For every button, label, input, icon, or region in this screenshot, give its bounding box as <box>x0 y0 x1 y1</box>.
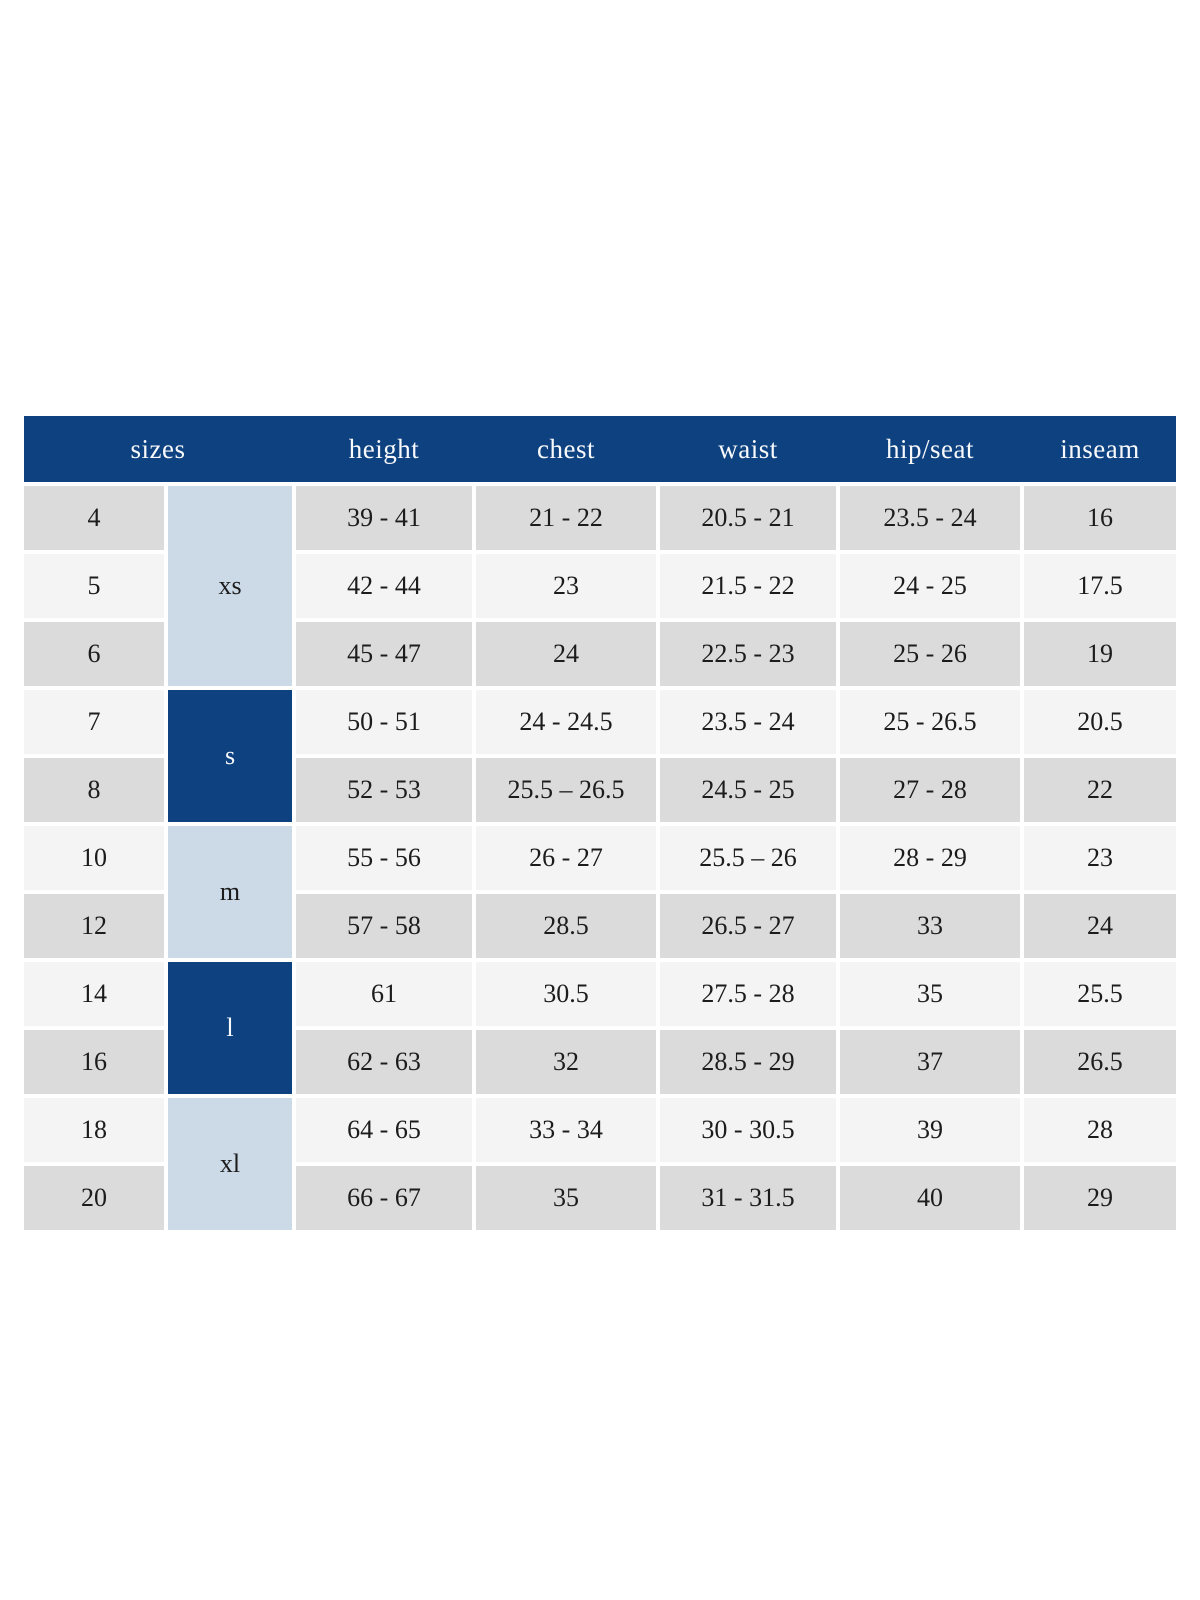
size-cell: 10 <box>24 826 164 890</box>
hip-seat-cell: 35 <box>840 962 1020 1026</box>
height-cell: 64 - 65 <box>296 1098 472 1162</box>
waist-cell: 26.5 - 27 <box>660 894 836 958</box>
waist-cell: 31 - 31.5 <box>660 1166 836 1230</box>
chest-cell: 30.5 <box>476 962 656 1026</box>
height-cell: 52 - 53 <box>296 758 472 822</box>
hip-seat-cell: 37 <box>840 1030 1020 1094</box>
height-cell: 61 <box>296 962 472 1026</box>
height-cell: 42 - 44 <box>296 554 472 618</box>
inseam-cell: 26.5 <box>1024 1030 1176 1094</box>
hip-seat-cell: 40 <box>840 1166 1020 1230</box>
inseam-cell: 16 <box>1024 486 1176 550</box>
size-group-cell-m: m <box>168 826 292 958</box>
inseam-cell: 28 <box>1024 1098 1176 1162</box>
hip-seat-cell: 24 - 25 <box>840 554 1020 618</box>
inseam-cell: 23 <box>1024 826 1176 890</box>
size-group-cell-xs: xs <box>168 486 292 686</box>
size-group-cell-xl: xl <box>168 1098 292 1230</box>
waist-cell: 30 - 30.5 <box>660 1098 836 1162</box>
inseam-cell: 20.5 <box>1024 690 1176 754</box>
size-cell: 8 <box>24 758 164 822</box>
size-cell: 14 <box>24 962 164 1026</box>
size-cell: 6 <box>24 622 164 686</box>
hip-seat-cell: 25 - 26 <box>840 622 1020 686</box>
chest-cell: 35 <box>476 1166 656 1230</box>
hip-seat-cell: 25 - 26.5 <box>840 690 1020 754</box>
chest-cell: 23 <box>476 554 656 618</box>
size-cell: 12 <box>24 894 164 958</box>
chest-cell: 24 - 24.5 <box>476 690 656 754</box>
size-cell: 5 <box>24 554 164 618</box>
chest-cell: 24 <box>476 622 656 686</box>
inseam-cell: 22 <box>1024 758 1176 822</box>
hip-seat-cell: 28 - 29 <box>840 826 1020 890</box>
chest-cell: 25.5 – 26.5 <box>476 758 656 822</box>
hip-seat-cell: 23.5 - 24 <box>840 486 1020 550</box>
waist-cell: 25.5 – 26 <box>660 826 836 890</box>
hip-seat-cell: 33 <box>840 894 1020 958</box>
waist-cell: 27.5 - 28 <box>660 962 836 1026</box>
column-header-hip-seat: hip/seat <box>886 433 974 464</box>
size-chart-table: sizes height chest waist hip/seat inseam xs s m… <box>24 416 1176 1230</box>
waist-cell: 23.5 - 24 <box>660 690 836 754</box>
waist-cell: 20.5 - 21 <box>660 486 836 550</box>
chest-cell: 26 - 27 <box>476 826 656 890</box>
height-cell: 50 - 51 <box>296 690 472 754</box>
chest-cell: 21 - 22 <box>476 486 656 550</box>
height-cell: 45 - 47 <box>296 622 472 686</box>
size-cell: 4 <box>24 486 164 550</box>
waist-cell: 24.5 - 25 <box>660 758 836 822</box>
table-header-row: sizes height chest waist hip/seat inseam <box>24 416 1176 482</box>
waist-cell: 28.5 - 29 <box>660 1030 836 1094</box>
size-cell: 20 <box>24 1166 164 1230</box>
inseam-cell: 25.5 <box>1024 962 1176 1026</box>
size-cell: 16 <box>24 1030 164 1094</box>
inseam-cell: 19 <box>1024 622 1176 686</box>
height-cell: 39 - 41 <box>296 486 472 550</box>
column-header-height: height <box>348 433 420 464</box>
chest-cell: 33 - 34 <box>476 1098 656 1162</box>
inseam-cell: 24 <box>1024 894 1176 958</box>
column-header-sizes: sizes <box>130 433 186 464</box>
waist-cell: 22.5 - 23 <box>660 622 836 686</box>
size-cell: 7 <box>24 690 164 754</box>
size-group-cell-l: l <box>168 962 292 1094</box>
chest-cell: 32 <box>476 1030 656 1094</box>
column-header-inseam: inseam <box>1060 433 1140 464</box>
column-header-chest: chest <box>537 433 595 464</box>
inseam-cell: 29 <box>1024 1166 1176 1230</box>
inseam-cell: 17.5 <box>1024 554 1176 618</box>
height-cell: 66 - 67 <box>296 1166 472 1230</box>
column-header-waist: waist <box>718 433 778 464</box>
chest-cell: 28.5 <box>476 894 656 958</box>
height-cell: 57 - 58 <box>296 894 472 958</box>
height-cell: 62 - 63 <box>296 1030 472 1094</box>
height-cell: 55 - 56 <box>296 826 472 890</box>
size-group-cell-s: s <box>168 690 292 822</box>
hip-seat-cell: 39 <box>840 1098 1020 1162</box>
hip-seat-cell: 27 - 28 <box>840 758 1020 822</box>
waist-cell: 21.5 - 22 <box>660 554 836 618</box>
size-cell: 18 <box>24 1098 164 1162</box>
